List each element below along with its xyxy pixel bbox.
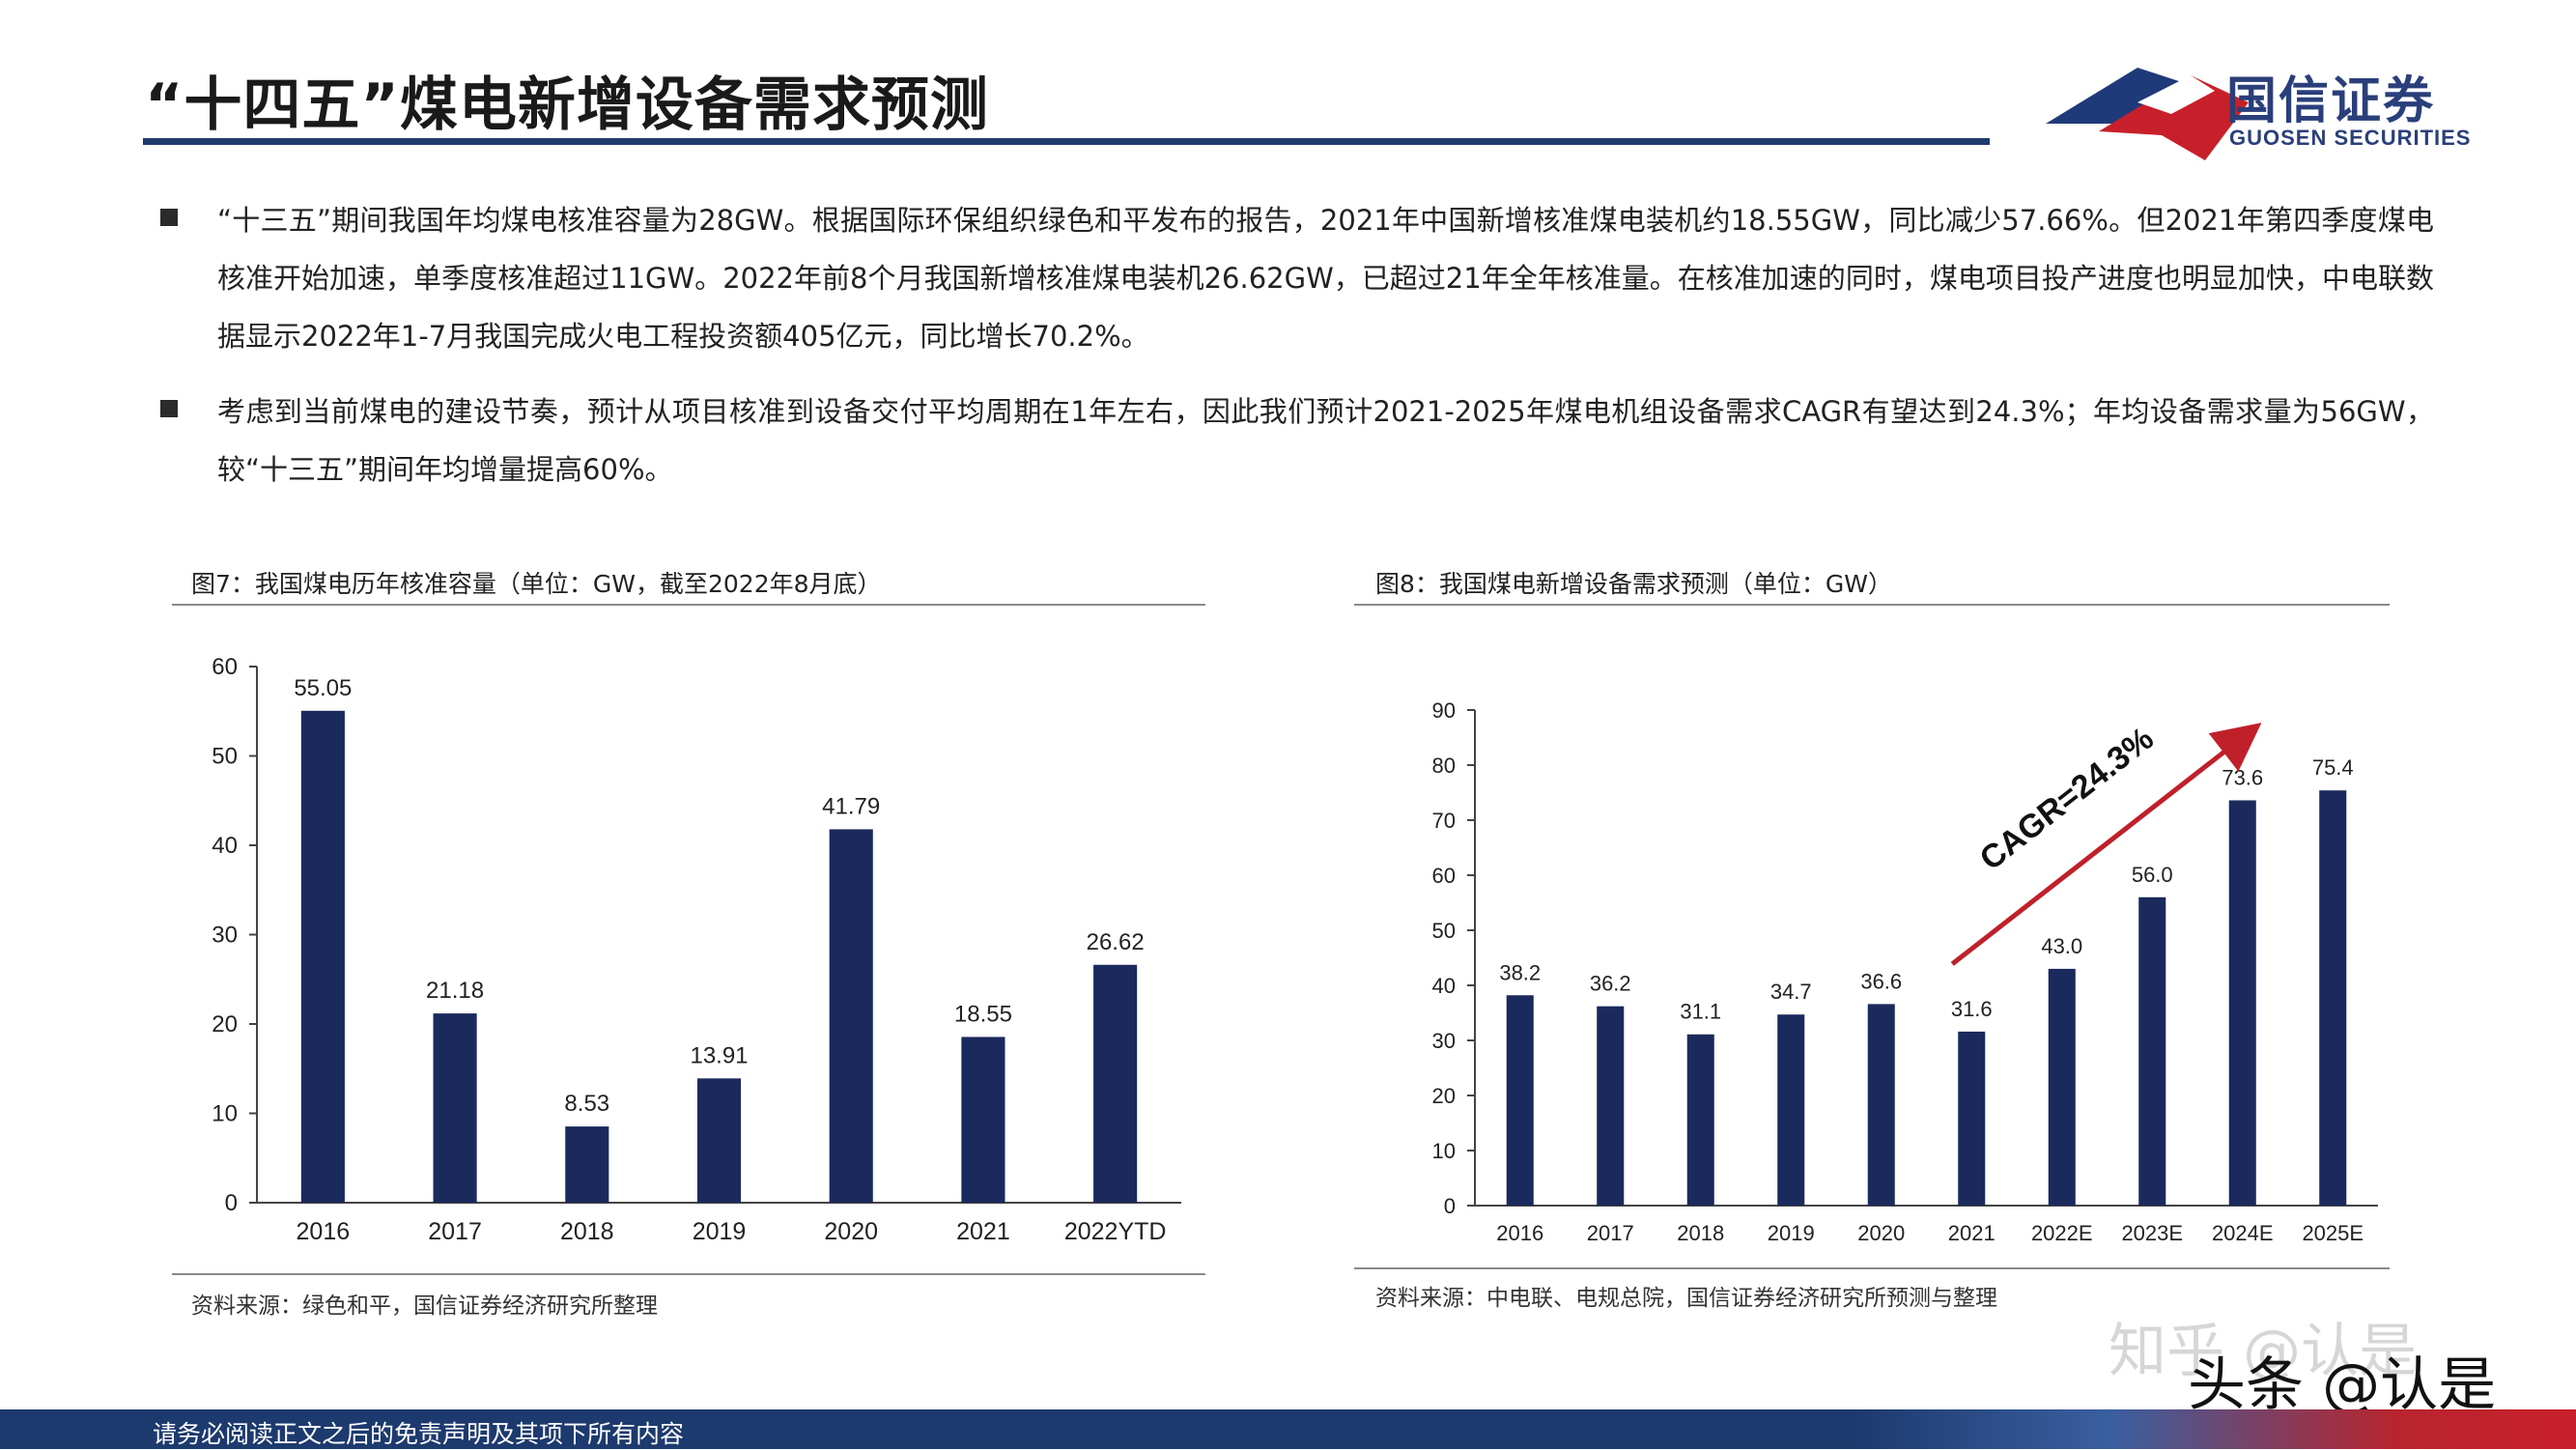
square-bullet-icon	[160, 400, 178, 417]
bar	[2138, 896, 2166, 1206]
x-tick-label: 2022YTD	[1064, 1218, 1167, 1245]
x-tick-label: 2020	[824, 1218, 878, 1245]
figure-7-source: 资料来源：绿色和平，国信证券经济研究所整理	[191, 1294, 658, 1319]
data-label: 41.79	[822, 793, 880, 819]
y-tick-label: 20	[212, 1011, 238, 1038]
x-tick-label: 2019	[693, 1218, 747, 1245]
y-tick-label: 30	[212, 923, 238, 949]
y-tick-label: 80	[1432, 753, 1456, 778]
y-tick-label: 60	[1432, 864, 1456, 888]
bullet-list: “十三五”期间我国年均煤电核准容量为28GW。根据国际环保组织绿色和平发布的报告…	[155, 191, 2434, 516]
x-tick-label: 2018	[1677, 1221, 1724, 1245]
y-tick-label: 30	[1432, 1029, 1456, 1053]
y-tick-label: 10	[212, 1101, 238, 1127]
bar	[2228, 800, 2256, 1206]
bar	[300, 710, 345, 1203]
x-tick-label: 2024E	[2212, 1221, 2274, 1245]
x-tick-label: 2022E	[2031, 1221, 2093, 1245]
data-label: 21.18	[426, 978, 484, 1004]
bullet-item: “十三五”期间我国年均煤电核准容量为28GW。根据国际环保组织绿色和平发布的报告…	[155, 191, 2434, 365]
y-tick-label: 40	[1432, 974, 1456, 998]
figure-7-top-rule	[172, 604, 1205, 606]
figure-8-chart: 0 10 20 30 40 50 60 70 80 90 38.2 2016 36.2 2017 31.1 2…	[1432, 698, 2378, 1245]
footer-bar	[0, 1409, 2576, 1449]
data-label: 36.6	[1860, 969, 1902, 993]
figure-8-bottom-rule	[1354, 1267, 2390, 1269]
x-tick-label: 2025E	[2302, 1221, 2364, 1245]
x-tick-label: 2023E	[2121, 1221, 2183, 1245]
y-tick-label: 50	[1432, 919, 1456, 943]
bar	[2319, 790, 2347, 1206]
figure-7-chart: 0 10 20 30 40 50 60 55.05 2016 21.18 2017 8.53 2018 1…	[212, 654, 1181, 1245]
bar	[1093, 964, 1138, 1203]
y-tick-label: 90	[1432, 698, 1456, 723]
data-label: 38.2	[1499, 960, 1541, 984]
y-tick-label: 20	[1432, 1084, 1456, 1108]
figure-8-caption: 图8：我国煤电新增设备需求预测（单位：GW）	[1375, 570, 1892, 598]
data-label: 73.6	[2222, 765, 2263, 789]
figure-8-source: 资料来源：中电联、电规总院，国信证券经济研究所预测与整理	[1375, 1286, 1997, 1311]
y-tick-label: 10	[1432, 1139, 1456, 1163]
x-tick-label: 2019	[1768, 1221, 1815, 1245]
footer-disclaimer: 请务必阅读正文之后的免责声明及其项下所有内容	[153, 1420, 685, 1448]
bar	[1506, 995, 1534, 1206]
x-tick-label: 2017	[1587, 1221, 1634, 1245]
square-bullet-icon	[160, 209, 178, 226]
y-tick-label: 50	[212, 744, 238, 770]
bar	[829, 829, 873, 1203]
cagr-annotation: CAGR=24.3%	[1973, 720, 2161, 877]
data-label: 43.0	[2041, 934, 2082, 958]
bullet-text: 考虑到当前煤电的建设节奏，预计从项目核准到设备交付平均周期在1年左右，因此我们预…	[217, 395, 2434, 486]
bar	[1958, 1031, 1986, 1206]
figure-8-top-rule	[1354, 604, 2390, 606]
bar	[961, 1037, 1005, 1203]
data-label: 36.2	[1590, 972, 1631, 996]
bar	[565, 1126, 609, 1203]
y-tick-label: 0	[1444, 1194, 1456, 1218]
data-label: 13.91	[690, 1042, 748, 1068]
y-tick-label: 70	[1432, 809, 1456, 833]
x-tick-label: 2021	[956, 1218, 1010, 1245]
figure-7-caption: 图7：我国煤电历年核准容量（单位：GW，截至2022年8月底）	[191, 570, 882, 598]
bar	[1777, 1014, 1805, 1206]
x-tick-label: 2021	[1948, 1221, 1996, 1245]
data-label: 31.6	[1951, 997, 1993, 1021]
y-tick-label: 0	[225, 1190, 238, 1216]
data-label: 34.7	[1770, 980, 1812, 1004]
x-tick-label: 2017	[428, 1218, 482, 1245]
data-label: 8.53	[564, 1091, 609, 1117]
y-tick-label: 40	[212, 833, 238, 859]
bar	[433, 1013, 477, 1203]
data-label: 55.05	[294, 675, 352, 701]
zhihu-watermark: 知乎 @认是	[2109, 1318, 2418, 1385]
cagr-arrow	[1950, 723, 2262, 966]
guosen-logo-icon	[2046, 68, 2249, 160]
data-label: 56.0	[2132, 863, 2173, 887]
bar	[1686, 1034, 1714, 1206]
bullet-item: 考虑到当前煤电的建设节奏，预计从项目核准到设备交付平均周期在1年左右，因此我们预…	[155, 383, 2434, 498]
data-label: 31.1	[1680, 1000, 1721, 1024]
bar	[696, 1078, 742, 1203]
bar	[1597, 1006, 1625, 1206]
page-title: “十四五”煤电新增设备需求预测	[145, 71, 989, 139]
x-tick-label: 2020	[1857, 1221, 1905, 1245]
x-tick-label: 2018	[560, 1218, 614, 1245]
y-tick-label: 60	[212, 654, 238, 680]
data-label: 26.62	[1087, 929, 1145, 955]
toutiao-watermark: 头条 @认是	[2188, 1351, 2497, 1419]
logo-english-name: GUOSEN SECURITIES	[2229, 126, 2472, 150]
bar	[2048, 968, 2076, 1206]
x-tick-label: 2016	[1496, 1221, 1543, 1245]
data-label: 18.55	[954, 1001, 1012, 1027]
title-underline	[143, 138, 1990, 145]
figure-7-bottom-rule	[172, 1273, 1205, 1275]
bar	[1867, 1004, 1895, 1206]
data-label: 75.4	[2312, 755, 2354, 780]
bullet-text: “十三五”期间我国年均煤电核准容量为28GW。根据国际环保组织绿色和平发布的报告…	[217, 204, 2434, 353]
logo-chinese-name: 国信证券	[2226, 72, 2436, 130]
x-tick-label: 2016	[297, 1218, 351, 1245]
